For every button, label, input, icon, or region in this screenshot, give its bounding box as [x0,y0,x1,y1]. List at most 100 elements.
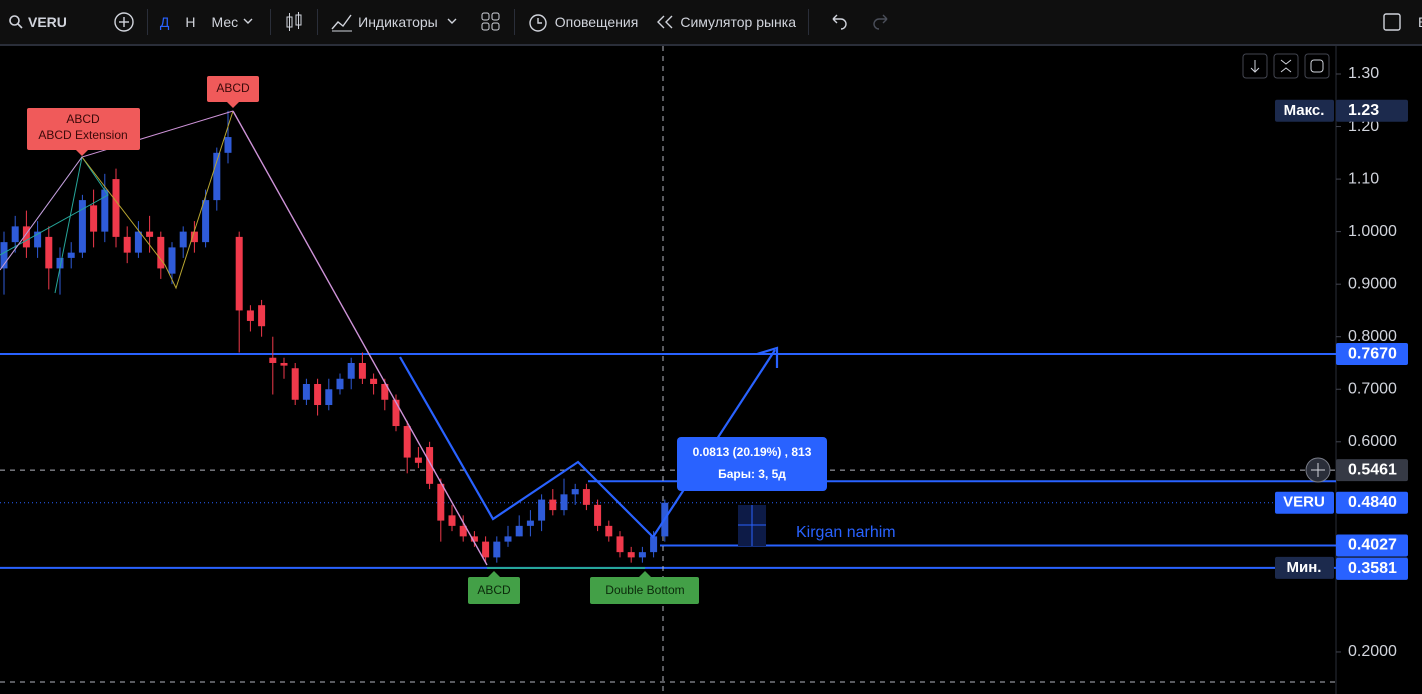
symbol-search[interactable]: VERU [0,0,75,44]
measure-text: 0.0813 (20.19%) , 813 [693,445,812,459]
price-label: 0.4027 [1348,537,1397,554]
indicators-button[interactable]: Индикаторы [322,0,472,44]
candle-body [582,489,590,505]
candle-body [325,389,333,406]
label-text: ABCD [477,583,511,597]
separator [270,9,272,35]
interval-week[interactable]: Н [185,14,196,30]
label-pointer [227,102,239,108]
price-tag-box [1275,491,1334,514]
candles-icon [286,12,302,31]
panel-button[interactable]: Б [1372,0,1422,44]
undo-button[interactable] [813,0,863,44]
candle-body [414,457,422,463]
candle-body [392,399,400,427]
reset-button[interactable] [1304,53,1330,79]
icon [1311,463,1325,477]
pattern-labels: ABCD ABCD Extension ABCD ABCD Double Bot… [27,76,896,604]
separator [808,9,809,35]
candle-body [280,362,288,366]
layouts-button[interactable] [472,0,510,44]
candle-body [11,226,19,243]
price-label-box [1336,459,1408,482]
separator [513,9,515,35]
candle-body [67,252,75,258]
chart-buttons [1242,53,1331,483]
candle-body [235,236,243,311]
abcd-lines[interactable] [81,110,234,290]
label-box[interactable] [27,108,140,150]
label-box[interactable] [207,76,259,102]
replay-button[interactable]: Симулятор рынка [646,0,804,44]
price-tag: Макс. [1284,102,1325,119]
alerts-label: Оповещения [554,14,639,30]
candle-body [157,236,165,269]
candle-body [314,384,322,406]
interval-day[interactable]: Д [159,14,170,30]
chart-type-button[interactable] [275,0,313,44]
y-tick-label: 1.20 [1348,118,1379,135]
candle-body [0,242,8,269]
plus-icon [114,12,134,32]
abcd-line-down[interactable] [232,110,488,566]
candle-body [515,525,523,537]
candle-body [638,552,646,558]
candle-body [594,504,602,526]
y-tick-label: 0.2000 [1348,643,1397,660]
candle-body [347,362,355,379]
candle-body [470,536,478,542]
candle-body [112,179,120,237]
note-text[interactable]: Kirgan narhim [796,524,896,541]
icon [1280,59,1292,73]
measure-text: Бары: 3, 5д [718,467,786,481]
price-axis: 1.30 1.20 1.10 1.0000 0.9000 0.8000 0.7000 0.60… [1275,65,1408,660]
candle-body [291,368,299,400]
candle-body [358,362,366,379]
panel-label: Б [1418,14,1422,30]
y-tick-label: 1.30 [1348,65,1379,82]
compare-button[interactable] [105,0,143,44]
candle-body [22,226,30,248]
candle-body [134,231,142,253]
label-box[interactable] [468,577,520,604]
y-tick-label: 0.9000 [1348,275,1397,292]
candle-body [45,236,53,269]
measure-tooltip [677,437,827,491]
price-tag-box [1275,556,1334,579]
candle-body [426,447,434,484]
candle-body [605,525,613,537]
price-label: 0.3581 [1348,560,1397,577]
candle-body [56,257,64,269]
candle-body [650,536,658,553]
abcd-line[interactable] [0,110,234,271]
y-tick-label: 1.10 [1348,170,1379,187]
candle-body [482,541,490,558]
alerts-button[interactable]: Оповещения [519,0,647,44]
interval-month[interactable]: Мес [204,0,267,44]
price-label: 1.23 [1348,102,1379,119]
candles [0,110,669,563]
redo-button[interactable] [863,0,901,44]
indicators-icon [331,14,353,32]
candle-body [493,541,501,558]
y-tick-label: 0.7000 [1348,380,1397,397]
candle-body [202,200,210,243]
candle-body [370,378,378,385]
candle-body [403,426,411,458]
candle-body [627,552,635,558]
price-label: 0.5461 [1348,461,1397,478]
candle-body [504,536,512,542]
candle-body [78,200,86,253]
indicators-label: Индикаторы [358,14,438,30]
candle-body [459,525,467,537]
candle-body [571,489,579,495]
y-tick-label: 1.0000 [1348,223,1397,240]
replay-icon [657,15,673,29]
panel-icon [1383,13,1401,31]
collapse-button[interactable] [1273,53,1299,79]
candle-body [549,499,557,511]
separator [146,9,148,35]
candle-body [258,305,266,327]
label-box[interactable] [590,577,699,604]
candle-body [224,137,232,153]
